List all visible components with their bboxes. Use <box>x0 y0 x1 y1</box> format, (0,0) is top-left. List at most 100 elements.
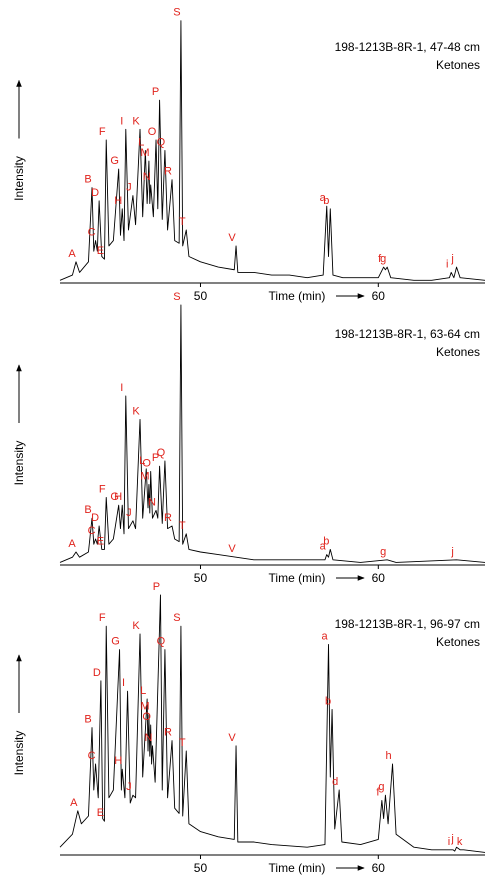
panel-subtitle: Ketones <box>436 58 480 72</box>
peak-label: H <box>114 491 122 503</box>
x-tick-label: 60 <box>372 289 386 303</box>
peak-label: G <box>110 491 119 503</box>
peak-label: O <box>142 457 151 469</box>
panel-subtitle: Ketones <box>436 345 480 359</box>
peak-label: C <box>88 750 96 762</box>
peak-label: D <box>91 512 99 524</box>
peak-label: I <box>122 677 125 689</box>
peak-label: C <box>88 227 96 239</box>
peak-label: I <box>120 115 123 127</box>
x-tick-label: 50 <box>194 571 208 585</box>
peak-label: b <box>323 195 329 207</box>
y-axis-label: Intensity <box>12 731 26 776</box>
peak-label: f <box>378 253 382 265</box>
panel-title: 198-1213B-8R-1, 63-64 cm <box>335 327 480 341</box>
peak-label: J <box>126 507 132 519</box>
peak-label: M <box>140 701 149 713</box>
peak-label: b <box>323 535 329 547</box>
peak-label: N <box>144 732 152 744</box>
x-tick-label: 50 <box>194 289 208 303</box>
peak-label: J <box>126 182 132 194</box>
peak-label: N <box>148 496 156 508</box>
peak-label: O <box>142 711 151 723</box>
peak-label: b <box>325 695 331 707</box>
panel-title: 198-1213B-8R-1, 47-48 cm <box>335 40 480 54</box>
peak-label: T <box>179 216 186 228</box>
peak-label: Q <box>157 636 166 648</box>
peak-label: E <box>97 807 104 819</box>
trace <box>59 594 486 853</box>
peak-label: F <box>99 612 106 624</box>
y-axis-label: Intensity <box>12 156 26 201</box>
peak-label: a <box>321 630 328 642</box>
peak-label: E <box>97 245 104 257</box>
peak-label: T <box>179 737 186 749</box>
peak-label: a <box>320 192 327 204</box>
peak-label: k <box>457 836 463 848</box>
peak-label: Q <box>157 137 166 149</box>
peak-label: D <box>91 187 99 199</box>
peak-label: R <box>164 727 172 739</box>
peak-label: R <box>164 512 172 524</box>
peak-label: M <box>140 470 149 482</box>
trace <box>59 304 486 563</box>
peak-label: i <box>446 258 448 270</box>
peak-label: F <box>99 126 106 138</box>
peak-label: J <box>126 781 132 793</box>
x-tick-label: 60 <box>372 571 386 585</box>
peak-label: f <box>376 786 380 798</box>
peak-label: A <box>70 797 78 809</box>
peak-label: j <box>450 833 453 845</box>
peak-label: O <box>148 126 157 138</box>
peak-label: R <box>164 166 172 178</box>
peak-label: C <box>88 525 96 537</box>
peak-label: F <box>99 483 106 495</box>
peak-label: L <box>138 137 144 149</box>
peak-label: T <box>179 520 186 532</box>
peak-label: N <box>143 171 151 183</box>
peak-label: A <box>68 248 76 260</box>
peak-label: H <box>114 195 122 207</box>
peak-label: P <box>152 452 159 464</box>
peak-label: j <box>450 253 453 265</box>
peak-label: a <box>320 541 327 553</box>
peak-label: V <box>228 732 236 744</box>
peak-label: B <box>84 504 91 516</box>
x-axis-label: Time (min) <box>269 571 326 585</box>
x-tick-label: 50 <box>194 861 208 875</box>
peak-label: K <box>132 620 140 632</box>
trace <box>59 20 486 281</box>
peak-label: h <box>385 750 391 762</box>
peak-label: B <box>84 714 91 726</box>
peak-label: I <box>120 382 123 394</box>
peak-label: j <box>450 546 453 558</box>
peak-label: K <box>132 405 140 417</box>
x-tick-label: 60 <box>372 861 386 875</box>
x-axis-label: Time (min) <box>269 861 326 875</box>
peak-label: Q <box>157 447 166 459</box>
y-axis-label: Intensity <box>12 441 26 486</box>
peak-label: G <box>111 636 120 648</box>
peak-label: A <box>68 538 76 550</box>
peak-label: B <box>84 174 91 186</box>
peak-label: E <box>97 535 104 547</box>
peak-label: g <box>380 546 386 558</box>
peak-label: S <box>173 7 180 19</box>
peak-label: S <box>173 612 180 624</box>
peak-label: H <box>114 755 122 767</box>
peak-label: P <box>153 581 160 593</box>
peak-label: g <box>378 781 384 793</box>
peak-label: L <box>140 685 146 697</box>
peak-label: L <box>139 455 145 467</box>
peak-label: P <box>152 86 159 98</box>
peak-label: V <box>228 232 236 244</box>
peak-label: d <box>332 776 338 788</box>
peak-label: D <box>93 667 101 679</box>
x-axis-label: Time (min) <box>269 289 326 303</box>
peak-label: S <box>173 291 180 303</box>
panel-subtitle: Ketones <box>436 635 480 649</box>
peak-label: i <box>448 836 450 848</box>
panel-title: 198-1213B-8R-1, 96-97 cm <box>335 617 480 631</box>
peak-label: M <box>140 147 149 159</box>
